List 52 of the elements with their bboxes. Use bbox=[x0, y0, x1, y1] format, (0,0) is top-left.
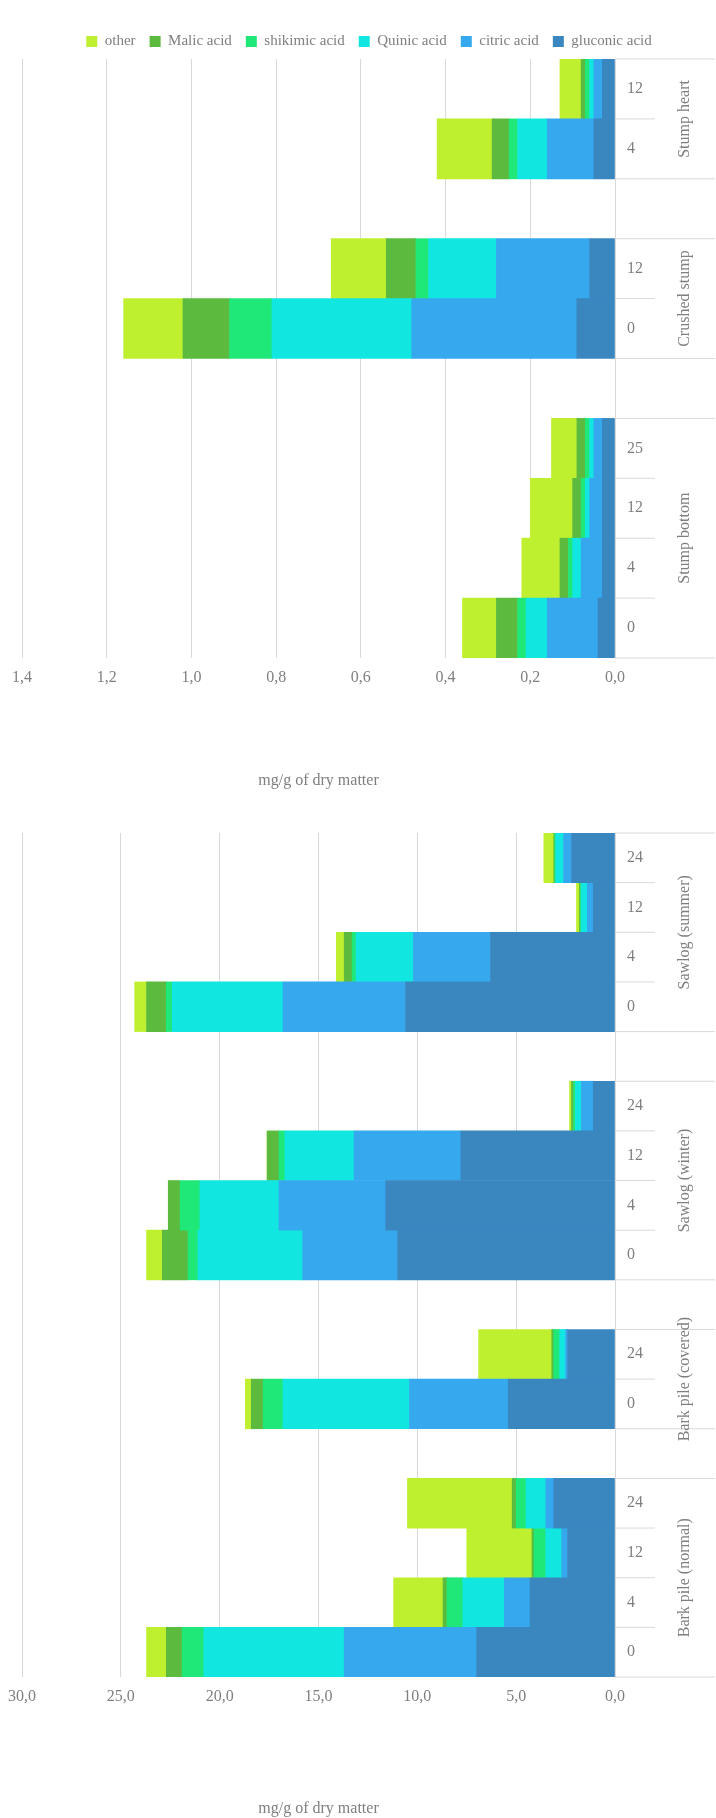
y-tick-label: 25 bbox=[627, 438, 643, 456]
y-tick-label: 4 bbox=[627, 558, 635, 576]
y-tick-label: 4 bbox=[627, 947, 635, 965]
y-tick-label: 4 bbox=[627, 139, 635, 157]
y-tick-label: 4 bbox=[627, 1195, 635, 1213]
legend-label: Quinic acid bbox=[377, 32, 448, 49]
y-tick-label: 24 bbox=[627, 1493, 643, 1511]
y-tick-label: 12 bbox=[627, 1543, 643, 1561]
text: Bark pile (normal) bbox=[675, 1518, 694, 1638]
text: Sawlog (winter) bbox=[675, 1128, 694, 1233]
y-tick-label: 12 bbox=[627, 258, 643, 276]
legend-label: other bbox=[104, 32, 136, 49]
x-tick-label: 5,0 bbox=[506, 1686, 527, 1704]
text: Crushed stump bbox=[675, 250, 694, 347]
y-tick-label: 0 bbox=[627, 1642, 635, 1660]
y-tick-label: 24 bbox=[627, 1096, 643, 1114]
x-tick-label: 1,2 bbox=[96, 667, 117, 685]
y-tick-label: 12 bbox=[627, 498, 643, 516]
x-tick-label: 1,4 bbox=[12, 667, 32, 685]
y-tick-label: 0 bbox=[627, 618, 635, 636]
x-tick-label: 0,4 bbox=[435, 667, 456, 685]
x-tick-label: 0,6 bbox=[350, 667, 371, 685]
legend-label: gluconic acid bbox=[571, 32, 653, 49]
y-tick-label: 0 bbox=[627, 1394, 635, 1412]
legend-label: citric acid bbox=[479, 32, 540, 49]
y-tick-label: 0 bbox=[627, 318, 635, 336]
x-tick-label: 0,0 bbox=[605, 1686, 625, 1704]
x-tick-label: 30,0 bbox=[8, 1686, 36, 1704]
text: Stump bottom bbox=[675, 492, 694, 584]
y-tick-label: 12 bbox=[627, 897, 643, 915]
y-tick-label: 12 bbox=[627, 79, 643, 97]
legend-label: Malic acid bbox=[168, 32, 233, 49]
x-tick-label: 0,0 bbox=[605, 667, 625, 685]
x-tick-label: 15,0 bbox=[304, 1686, 333, 1704]
text: Sawlog (summer) bbox=[675, 875, 694, 990]
text: Stump heart bbox=[675, 79, 694, 158]
y-tick-label: 12 bbox=[627, 1145, 643, 1163]
x-tick-label: 25,0 bbox=[106, 1686, 135, 1704]
x-tick-label: 0,8 bbox=[266, 667, 287, 685]
x-tick-label: 10,0 bbox=[403, 1686, 432, 1704]
text: Bark pile (covered) bbox=[675, 1316, 694, 1442]
x-tick-label: 1,0 bbox=[181, 667, 202, 685]
y-tick-label: 24 bbox=[627, 848, 643, 866]
legend-label: shikimic acid bbox=[264, 32, 346, 49]
y-tick-label: 0 bbox=[627, 996, 635, 1014]
x-tick-label: 0,2 bbox=[520, 667, 541, 685]
y-tick-label: 24 bbox=[627, 1344, 643, 1362]
x-axis-title: mg/g of dry matter bbox=[258, 770, 380, 789]
x-axis-title: mg/g of dry matter bbox=[258, 1798, 380, 1817]
x-tick-label: 20,0 bbox=[205, 1686, 234, 1704]
y-tick-label: 0 bbox=[627, 1245, 635, 1263]
y-tick-label: 4 bbox=[627, 1592, 635, 1610]
